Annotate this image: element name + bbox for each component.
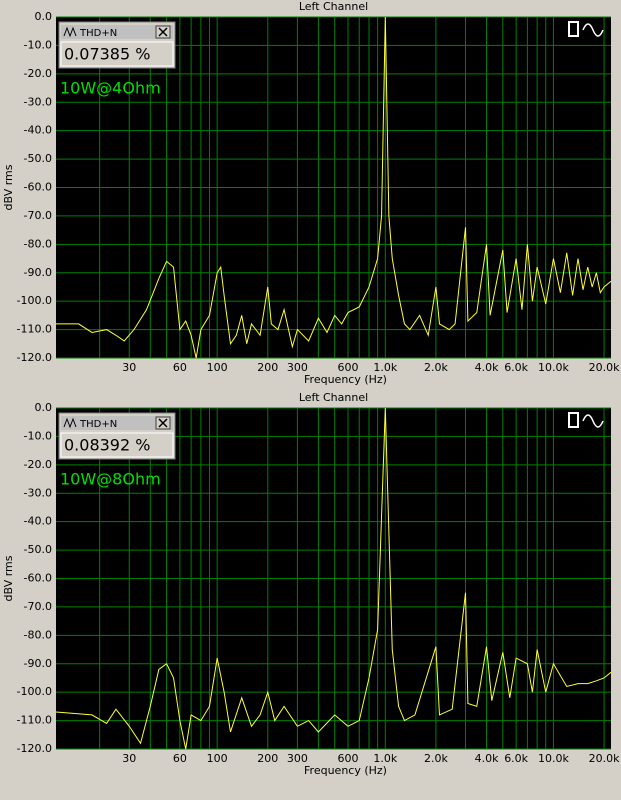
- generator-icon-s: [568, 412, 579, 428]
- y-tick-label: -110.0: [17, 323, 52, 336]
- x-tick-label: 60: [173, 361, 187, 374]
- y-tick-label: -120.0: [17, 351, 52, 364]
- meter-title-bar: [61, 25, 173, 39]
- x-axis-label: Frequency (Hz): [304, 373, 387, 386]
- y-tick-label: -20.0: [24, 458, 52, 471]
- meter-title-bar: [61, 416, 173, 430]
- meter-icon: [63, 417, 77, 429]
- meter-title: THD+N: [79, 28, 117, 39]
- x-tick-label: 1.0k: [373, 752, 397, 765]
- x-tick-label: 2.0k: [424, 752, 448, 765]
- x-tick-label: 600: [338, 752, 359, 765]
- y-tick-label: -100.0: [17, 294, 52, 307]
- x-tick-label: 6.0k: [504, 752, 528, 765]
- y-tick-label: -60.0: [24, 181, 52, 194]
- y-tick-label: -80.0: [24, 237, 52, 250]
- y-tick-label: -90.0: [24, 266, 52, 279]
- spectrum-line: [56, 16, 612, 359]
- x-axis-label: Frequency (Hz): [304, 764, 387, 777]
- y-tick-label: -50.0: [24, 152, 52, 165]
- generator-icon: [582, 23, 604, 37]
- y-tick-label: -20.0: [24, 67, 52, 80]
- meter-title: THD+N: [79, 419, 117, 430]
- y-tick-label: -100.0: [17, 685, 52, 698]
- chart-title: Left Channel: [299, 0, 368, 13]
- x-tick-label: 100: [207, 752, 228, 765]
- meter-value-field: [60, 41, 174, 67]
- y-tick-label: -50.0: [24, 543, 52, 556]
- x-tick-label: 30: [122, 361, 136, 374]
- y-tick-label: -60.0: [24, 572, 52, 585]
- y-tick-label: -70.0: [24, 600, 52, 613]
- x-tick-label: 60: [173, 752, 187, 765]
- x-tick-label: 2.0k: [424, 361, 448, 374]
- x-tick-label: 4.0k: [475, 361, 499, 374]
- meter-icon: [63, 26, 77, 38]
- x-tick-label: 20.0k: [589, 752, 620, 765]
- x-tick-label: 600: [338, 361, 359, 374]
- meter-close-icon: [158, 418, 168, 428]
- y-tick-label: -90.0: [24, 657, 52, 670]
- x-tick-label: 10.0k: [538, 361, 569, 374]
- annotation: 10W@4Ohm: [60, 79, 161, 98]
- y-tick-label: -80.0: [24, 628, 52, 641]
- chart-title: Left Channel: [299, 391, 368, 404]
- y-axis-label: dBV rms: [2, 555, 15, 601]
- spectrum-line: [55, 407, 612, 750]
- y-tick-label: -120.0: [17, 742, 52, 755]
- x-tick-label: 100: [207, 361, 228, 374]
- y-tick-label: -10.0: [24, 429, 52, 442]
- y-tick-label: -110.0: [17, 714, 52, 727]
- annotation: 10W@8Ohm: [60, 470, 161, 489]
- y-tick-label: 0.0: [35, 10, 53, 23]
- x-tick-label: 20.0k: [589, 361, 620, 374]
- x-tick-label: 6.0k: [504, 361, 528, 374]
- x-tick-label: 200: [257, 361, 278, 374]
- meter-value: 0.08392 %: [64, 436, 150, 455]
- y-tick-label: -40.0: [24, 515, 52, 528]
- y-tick-label: -40.0: [24, 124, 52, 137]
- y-axis-label: dBV rms: [2, 164, 15, 210]
- y-tick-label: 0.0: [35, 401, 53, 414]
- y-tick-label: -30.0: [24, 486, 52, 499]
- meter-close-icon: [158, 27, 168, 37]
- x-tick-label: 200: [257, 752, 278, 765]
- meter-value-field: [60, 432, 174, 458]
- x-tick-label: 1.0k: [373, 361, 397, 374]
- x-tick-label: 300: [287, 361, 308, 374]
- x-tick-label: 300: [287, 752, 308, 765]
- x-tick-label: 10.0k: [538, 752, 569, 765]
- chart-panel: Left Channel 0.0 -10.0 -20.0 -30.0 -40.0 -50.0…: [2, 391, 620, 777]
- x-tick-label: 4.0k: [475, 752, 499, 765]
- meter-value: 0.07385 %: [64, 45, 150, 64]
- y-tick-label: -10.0: [24, 38, 52, 51]
- generator-icon-s: [568, 21, 579, 37]
- x-tick-label: 30: [122, 752, 136, 765]
- generator-icon: [582, 414, 604, 428]
- chart-panel: Left Channel 0.0 -10.0 -20.0 -30.0 -40.0 -50.0…: [2, 0, 620, 386]
- y-tick-label: -30.0: [24, 95, 52, 108]
- y-tick-label: -70.0: [24, 209, 52, 222]
